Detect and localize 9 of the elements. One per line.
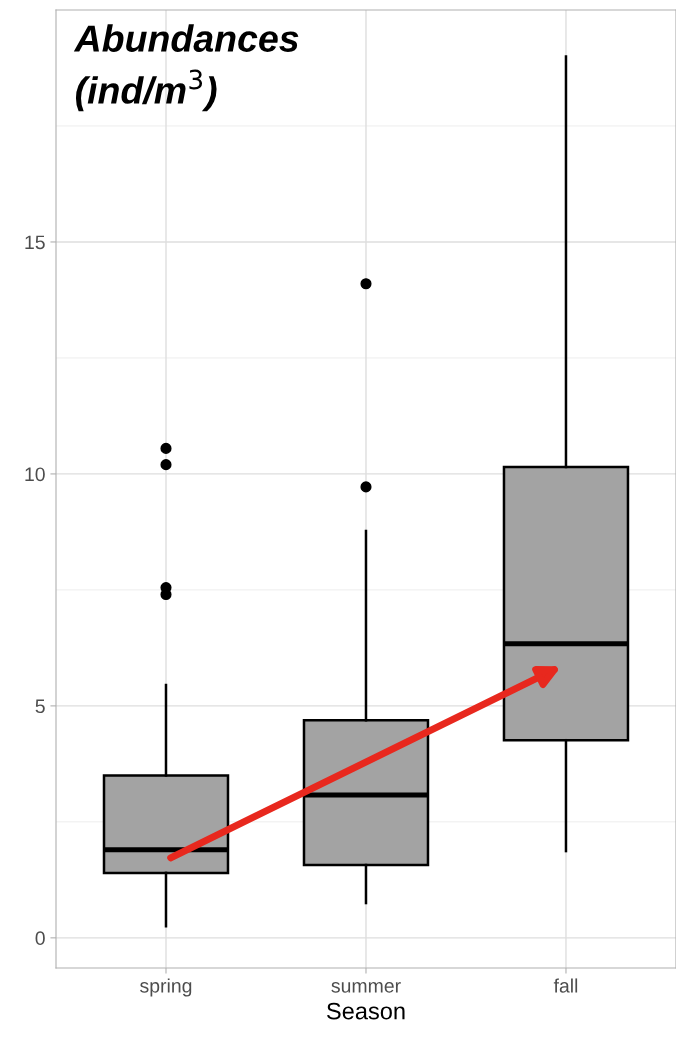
text: Abundances (ind/m$^{3}$) <box>73 24 299 112</box>
y-tick-label: 15 <box>25 235 45 250</box>
x-tick-label: fall <box>553 978 578 993</box>
x-tick-label: spring <box>140 978 192 997</box>
x-tick-label: summer <box>331 982 401 993</box>
y-tick-label: 5 <box>35 699 45 714</box>
y-tick-label: 10 <box>25 467 45 482</box>
x-axis-title: Season <box>327 1002 405 1020</box>
y-tick-label: 0 <box>35 931 45 946</box>
